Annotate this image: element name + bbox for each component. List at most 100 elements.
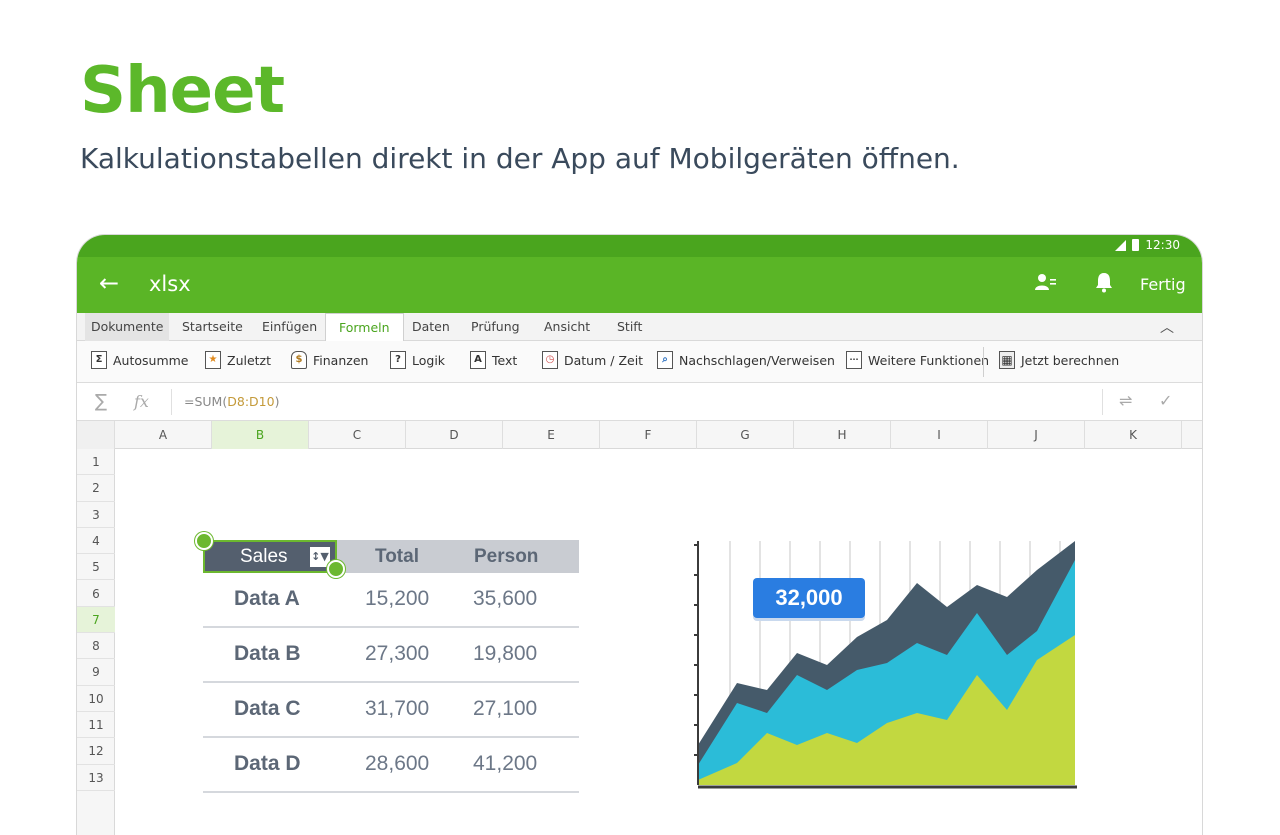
chart-y-axis <box>694 541 699 785</box>
formula-input[interactable]: =SUM(D8:D10) <box>184 394 280 409</box>
sort-filter-icon[interactable]: ↕▼ <box>310 547 330 567</box>
row-header-10[interactable]: 10 <box>77 686 115 712</box>
table-row[interactable]: Data A 15,200 35,600 <box>203 573 579 628</box>
chart-value-badge: 32,000 <box>753 578 865 618</box>
star-icon: ★ <box>205 351 221 369</box>
row-label: Data C <box>234 697 301 720</box>
promo-subtitle: Kalkulationstabellen direkt in der App a… <box>80 142 960 175</box>
wrap-text-icon[interactable]: ⇌ <box>1119 391 1133 410</box>
row-label: Data D <box>234 752 301 775</box>
header-person: Person <box>474 546 539 567</box>
total-value: 31,700 <box>365 697 430 720</box>
row-header-1[interactable]: 1 <box>77 449 115 476</box>
document-title: xlsx <box>149 272 191 296</box>
total-value: 27,300 <box>365 642 430 665</box>
total-value: 15,200 <box>365 587 430 610</box>
date-time-button[interactable]: ◷ Datum / Zeit <box>542 351 643 369</box>
tab-daten[interactable]: Daten <box>412 319 450 334</box>
column-header-c[interactable]: C <box>309 421 406 449</box>
row-header-8[interactable]: 8 <box>77 633 115 660</box>
finance-button[interactable]: $ Finanzen <box>291 351 368 369</box>
column-header-g[interactable]: G <box>697 421 794 449</box>
confirm-check-icon[interactable]: ✓ <box>1159 391 1173 410</box>
table-row[interactable]: Data D 28,600 41,200 <box>203 738 579 793</box>
selection-handle-start[interactable] <box>195 532 213 550</box>
question-icon: ? <box>390 351 406 369</box>
function-icon[interactable]: fx <box>134 392 149 411</box>
row-header-13[interactable]: 13 <box>77 765 115 791</box>
calculate-now-button[interactable]: ▦ Jetzt berechnen <box>999 351 1119 369</box>
tab-ansicht[interactable]: Ansicht <box>544 319 591 334</box>
formula-bar: ∑ fx =SUM(D8:D10) ⇌ ✓ <box>77 383 1202 421</box>
row-header-5[interactable]: 5 <box>77 554 115 581</box>
tab-pruefung[interactable]: Prüfung <box>471 319 520 334</box>
done-button[interactable]: Fertig <box>1140 275 1186 294</box>
lookup-icon: ⌕ <box>657 351 673 369</box>
column-header-a[interactable]: A <box>115 421 212 449</box>
row-header-3[interactable]: 3 <box>77 502 115 528</box>
ribbon-separator <box>983 347 984 377</box>
select-all-corner[interactable] <box>77 421 115 449</box>
sigma-icon: Σ <box>91 351 107 369</box>
text-icon: A <box>470 351 486 369</box>
recent-label: Zuletzt <box>227 352 272 368</box>
row-header-7[interactable]: 7 <box>77 606 115 634</box>
text-function-label: Text <box>492 352 518 368</box>
lookup-button[interactable]: ⌕ Nachschlagen/Verweisen <box>657 351 835 369</box>
column-header-d[interactable]: D <box>406 421 503 449</box>
text-function-button[interactable]: A Text <box>470 351 517 369</box>
row-header-11[interactable]: 11 <box>77 712 115 739</box>
row-label: Data B <box>234 642 301 665</box>
row-header-6[interactable]: 6 <box>77 581 115 607</box>
bell-icon[interactable] <box>1093 270 1115 294</box>
area-chart <box>694 541 1077 789</box>
status-time: 12:30 <box>1145 238 1180 252</box>
date-time-label: Datum / Zeit <box>564 352 644 368</box>
tab-dokumente[interactable]: Dokumente <box>85 313 170 341</box>
collapse-ribbon-icon[interactable]: ︿ <box>1160 320 1174 336</box>
recent-button[interactable]: ★ Zuletzt <box>205 351 271 369</box>
row-header-12[interactable]: 12 <box>77 738 115 765</box>
lookup-label: Nachschlagen/Verweisen <box>679 352 835 368</box>
column-header-f[interactable]: F <box>600 421 697 449</box>
share-user-icon[interactable] <box>1035 273 1057 296</box>
cell-selection <box>203 540 337 573</box>
tablet-screen: 12:30 ← xlsx Fertig Dokumente Startseite… <box>77 235 1202 835</box>
autosum-button[interactable]: Σ Autosumme <box>91 351 189 369</box>
tab-stift[interactable]: Stift <box>617 319 643 334</box>
calculate-now-label: Jetzt berechnen <box>1021 352 1120 368</box>
logic-label: Logik <box>412 352 446 368</box>
row-header-2[interactable]: 2 <box>77 475 115 502</box>
table-row[interactable]: Data C 31,700 27,100 <box>203 683 579 738</box>
selection-handle-end[interactable] <box>327 560 345 578</box>
column-header-e[interactable]: E <box>503 421 600 449</box>
table-row[interactable]: Data B 27,300 19,800 <box>203 628 579 683</box>
column-header-j[interactable]: J <box>988 421 1085 449</box>
column-header-k[interactable]: K <box>1085 421 1182 449</box>
calculator-icon: ▦ <box>999 351 1015 369</box>
row-header-4[interactable]: 4 <box>77 528 115 555</box>
column-header-i[interactable]: I <box>891 421 988 449</box>
header-total: Total <box>375 546 419 567</box>
app-bar: ← xlsx Fertig <box>77 257 1202 313</box>
row-headers: 1 2 3 4 5 6 7 8 9 10 11 12 13 <box>77 449 115 835</box>
tab-einfuegen[interactable]: Einfügen <box>262 319 318 334</box>
formula-divider <box>171 389 172 415</box>
total-value: 28,600 <box>365 752 430 775</box>
logic-button[interactable]: ? Logik <box>390 351 445 369</box>
battery-icon <box>1132 239 1140 251</box>
money-bag-icon: $ <box>291 351 307 369</box>
back-arrow-icon[interactable]: ← <box>99 269 120 297</box>
sum-icon[interactable]: ∑ <box>95 391 108 412</box>
clock-icon: ◷ <box>542 351 558 369</box>
series-lime-area <box>698 635 1075 785</box>
more-functions-button[interactable]: ··· Weitere Funktionen <box>846 351 989 369</box>
tab-startseite[interactable]: Startseite <box>182 319 243 334</box>
column-header-h[interactable]: H <box>794 421 891 449</box>
row-header-9[interactable]: 9 <box>77 659 115 686</box>
tab-formeln[interactable]: Formeln <box>325 313 404 342</box>
column-header-b[interactable]: B <box>212 421 309 449</box>
person-value: 35,600 <box>473 587 538 610</box>
autosum-label: Autosumme <box>113 352 189 368</box>
